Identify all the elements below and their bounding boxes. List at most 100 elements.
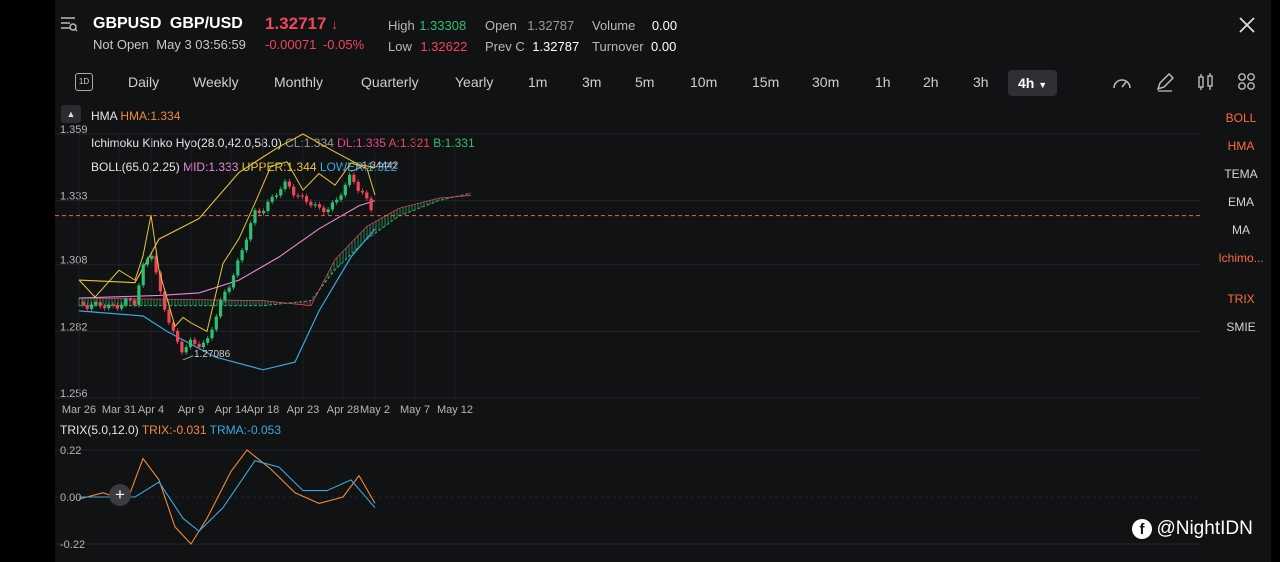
timeframe-2h[interactable]: 2h (923, 74, 939, 90)
boll-upper: UPPER:1.344 (241, 160, 317, 174)
ichimoku-name: Ichimoku Kinko Hyo(28.0,42.0,58.0) (91, 136, 282, 150)
x-tick-label: May 12 (437, 404, 473, 416)
x-tick-label: Apr 18 (247, 404, 279, 416)
collapse-legend-button[interactable]: ▲ (61, 105, 81, 123)
candle-body (81, 301, 85, 306)
y-tick-label: 1.282 (60, 321, 88, 333)
trix-chart[interactable]: 0.22 0.00 -0.22 (55, 438, 1271, 558)
candle-body (90, 304, 94, 309)
candle-body (115, 305, 119, 309)
annotation-leader (182, 355, 194, 361)
side-indicator-trix[interactable]: TRIX (1227, 292, 1255, 306)
x-tick-label: Apr 9 (178, 404, 204, 416)
timeframe-3h[interactable]: 3h (973, 74, 989, 90)
side-indicator-tema[interactable]: TEMA (1224, 167, 1258, 181)
trix-y-tick-label: 0.00 (60, 492, 81, 504)
hma-name: HMA (91, 109, 118, 123)
candle-body (283, 181, 287, 190)
timeframe-daily[interactable]: Daily (128, 74, 160, 90)
boll-upper-line (78, 133, 376, 284)
candle-body (249, 223, 253, 240)
timeframe-4h-dropdown[interactable]: 4h ▼ (1008, 70, 1058, 96)
candle-body (270, 196, 274, 202)
open-value: 1.32787 (527, 18, 575, 33)
symbol: GBPUSD (93, 15, 162, 32)
trix-y-tick-label: 0.22 (60, 445, 81, 457)
x-tick-label: Apr 28 (327, 404, 359, 416)
candle-body (176, 330, 180, 342)
candle-body (107, 304, 111, 309)
candle-body (274, 195, 279, 197)
caret-down-icon: ▼ (1038, 80, 1048, 90)
candle-body (120, 304, 124, 309)
timeframe-1m[interactable]: 1m (528, 74, 548, 90)
chart-app: GBPUSD GBP/USD Not Open May 3 03:56:59 1… (55, 0, 1271, 562)
candle-body (236, 260, 240, 276)
candle-body (343, 184, 347, 196)
trix-name: TRIX(5.0,12.0) (60, 423, 139, 437)
x-tick-label: Mar 26 (62, 404, 96, 416)
price-change-pct: -0.05% (322, 37, 365, 52)
close-icon[interactable] (1238, 16, 1256, 34)
timeframe-30m[interactable]: 30m (812, 74, 840, 90)
high-value: 1.33308 (419, 18, 467, 33)
timeframe-yearly[interactable]: Yearly (455, 74, 494, 90)
timeframe-1h[interactable]: 1h (875, 74, 891, 90)
menu-icon[interactable] (60, 16, 78, 32)
candle-body (287, 181, 291, 187)
draw-pen-icon[interactable] (1155, 72, 1175, 97)
side-indicator-ichimo[interactable]: Ichimo... (1218, 251, 1264, 265)
x-tick-label: Apr 14 (215, 404, 247, 416)
annotation-label: 1.34442 (362, 160, 399, 171)
candle-body (197, 343, 201, 348)
timeframe-15m[interactable]: 15m (752, 74, 780, 90)
timeframe-3m[interactable]: 3m (582, 74, 602, 90)
ichimoku-cl: CL:1.334 (285, 136, 334, 150)
candle-body (305, 196, 309, 202)
candle-body (210, 329, 214, 339)
candle-body (201, 342, 205, 348)
crosshair-add-button[interactable]: + (109, 484, 131, 506)
candle-body (227, 287, 231, 292)
speed-gauge-icon[interactable] (1112, 73, 1132, 96)
timeframe-10m[interactable]: 10m (690, 74, 718, 90)
candle-body (158, 272, 162, 292)
x-tick-label: Mar 31 (102, 404, 136, 416)
timeframe-quarterly[interactable]: Quarterly (361, 74, 419, 90)
candle-body (219, 300, 223, 317)
symbol-name: GBP/USD (169, 15, 243, 32)
x-tick-label: Apr 23 (287, 404, 319, 416)
candle-body (163, 291, 167, 310)
caret-up-icon: ▲ (66, 109, 76, 119)
ichimoku-a: A:1.321 (388, 136, 430, 150)
layout-grid-icon[interactable] (1237, 72, 1257, 97)
side-indicator-boll[interactable]: BOLL (1225, 111, 1257, 125)
candle-body (348, 174, 352, 185)
trma-value: TRMA:-0.053 (209, 423, 282, 437)
candle-body (257, 210, 261, 214)
interval-selector-icon[interactable]: 1D (75, 73, 93, 91)
candle-body (330, 202, 334, 210)
candle-type-icon[interactable] (1196, 72, 1216, 97)
timeframe-5m[interactable]: 5m (635, 74, 655, 90)
side-indicator-ema[interactable]: EMA (1227, 195, 1254, 209)
candle-body (339, 195, 343, 200)
candle-body (369, 198, 373, 211)
y-tick-label: 1.256 (60, 388, 88, 400)
side-indicator-smie[interactable]: SMIE (1226, 320, 1256, 334)
candle-body (279, 189, 283, 196)
timeframe-weekly[interactable]: Weekly (193, 74, 239, 90)
high-label: High (388, 18, 415, 33)
trix-y-tick-label: -0.22 (60, 539, 85, 551)
market-status: Not Open (93, 37, 149, 52)
ichimoku-b: B:1.331 (433, 136, 475, 150)
side-indicator-hma[interactable]: HMA (1227, 139, 1255, 153)
x-tick-label: Apr 4 (138, 404, 164, 416)
timeframe-monthly[interactable]: Monthly (274, 74, 324, 90)
candle-body (206, 338, 210, 343)
candle-body (352, 174, 356, 182)
y-tick-label: 1.308 (60, 255, 88, 267)
candle-body (137, 285, 141, 305)
side-indicator-ma[interactable]: MA (1232, 223, 1250, 237)
